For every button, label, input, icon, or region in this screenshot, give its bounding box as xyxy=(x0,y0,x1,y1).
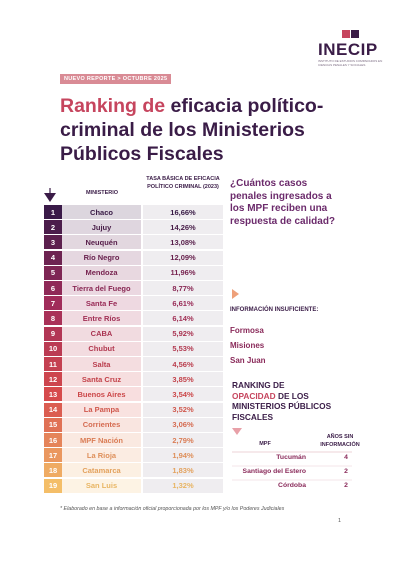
ministry: San Luis xyxy=(62,478,141,493)
rank: 9 xyxy=(44,326,62,341)
ministry: Santa Cruz xyxy=(62,372,141,387)
ministry: Mendoza xyxy=(62,265,141,280)
rank: 16 xyxy=(44,433,62,447)
rate: 3,54% xyxy=(143,387,223,402)
footnote: * Elaborado en base a información oficia… xyxy=(60,506,285,512)
rank: 17 xyxy=(44,448,62,463)
title-rest: eficacia político-criminal de los Minist… xyxy=(60,95,324,165)
rate: 11,96% xyxy=(143,265,223,280)
ministry: Chubut xyxy=(62,341,141,356)
question: ¿Cuántos casos penales ingresados a los … xyxy=(230,178,336,227)
rate: 4,56% xyxy=(143,357,223,371)
years: 2 xyxy=(344,468,348,475)
rate: 3,85% xyxy=(143,372,223,387)
title-highlight: Ranking de xyxy=(60,95,166,117)
triangle xyxy=(232,289,239,299)
ministry: La Pampa xyxy=(62,402,141,417)
insufficient-item: San Juan xyxy=(230,356,266,365)
ministry: Jujuy xyxy=(62,220,141,235)
column-header: AÑOS SIN INFORMACIÓN xyxy=(320,434,360,448)
years: 4 xyxy=(344,454,348,461)
logo: INECIP xyxy=(318,40,378,59)
opacity-title-highlight: OPACIDAD xyxy=(232,390,276,401)
tag: NUEVO REPORTE > OCTUBRE 2025 xyxy=(60,74,172,84)
rate: 1,32% xyxy=(143,478,223,493)
insufficient-item: Formosa xyxy=(230,326,264,335)
opacity-title-part: RANKING DE xyxy=(232,380,285,390)
logo-mark xyxy=(351,30,359,38)
rank: 11 xyxy=(44,357,62,371)
rate: 14,26% xyxy=(143,220,223,235)
insufficient-item: Misiones xyxy=(230,341,265,350)
rank: 13 xyxy=(44,387,62,402)
rank: 7 xyxy=(44,296,62,311)
ministry: Chaco xyxy=(62,205,141,219)
rate: 2,79% xyxy=(143,433,223,447)
rank: 2 xyxy=(44,220,62,235)
logo-mark xyxy=(342,30,350,38)
rate: 1,83% xyxy=(143,463,223,478)
opacity-title: RANKING DE OPACIDAD DE LOS MINISTERIOS PÚ… xyxy=(232,380,352,422)
rate: 6,14% xyxy=(143,311,223,326)
rank: 14 xyxy=(44,402,62,417)
rank: 15 xyxy=(44,417,62,432)
arrow xyxy=(44,193,56,202)
title: Ranking de eficacia político-criminal de… xyxy=(60,94,340,166)
rank: 4 xyxy=(44,250,62,265)
ministry: Corrientes xyxy=(62,417,141,432)
rate: 5,92% xyxy=(143,326,223,341)
ministry: Tierra del Fuego xyxy=(62,281,141,295)
years: 2 xyxy=(344,482,348,489)
ministry: CABA xyxy=(62,326,141,341)
insufficient-label: INFORMACIÓN INSUFICIENTE: xyxy=(230,307,319,313)
ministry: MPF Nación xyxy=(62,433,141,447)
rank: 3 xyxy=(44,235,62,250)
rate: 1,94% xyxy=(143,448,223,463)
rate: 16,66% xyxy=(143,205,223,219)
ministry: Salta xyxy=(62,357,141,371)
ministry: La Rioja xyxy=(62,448,141,463)
rank: 8 xyxy=(44,311,62,326)
mpf: Tucumán xyxy=(276,454,306,461)
logo-subtitle: INSTITUTO DE ESTUDIOS COMPARADOS EN CIEN… xyxy=(318,59,383,67)
rank: 19 xyxy=(44,478,62,493)
rank: 1 xyxy=(44,205,62,219)
rate: 3,52% xyxy=(143,402,223,417)
rate: 13,08% xyxy=(143,235,223,250)
ministry: Santa Fe xyxy=(62,296,141,311)
ministry: Río Negro xyxy=(62,250,141,265)
rate: 6,61% xyxy=(143,296,223,311)
mpf: Córdoba xyxy=(278,482,306,489)
mpf: Santiago del Estero xyxy=(242,468,306,475)
rank: 6 xyxy=(44,281,62,295)
page-number: 1 xyxy=(338,518,342,524)
ministry: Catamarca xyxy=(62,463,141,478)
rank: 12 xyxy=(44,372,62,387)
opacity-title-part: DE LOS MINISTERIOS PÚBLICOS FISCALES xyxy=(232,390,332,422)
rate: 3,06% xyxy=(143,417,223,432)
column-header: MINISTERIO xyxy=(85,190,119,196)
rate: 8,77% xyxy=(143,281,223,295)
ministry: Neuquén xyxy=(62,235,141,250)
column-header: TASA BÁSICA DE EFICACIA POLÍTICO CRIMINA… xyxy=(146,176,220,190)
ministry: Entre Ríos xyxy=(62,311,141,326)
rate: 5,53% xyxy=(143,341,223,356)
rate: 12,09% xyxy=(143,250,223,265)
rank: 5 xyxy=(44,265,62,280)
ministry: Buenos Aires xyxy=(62,387,141,402)
rank: 18 xyxy=(44,463,62,478)
column-header: MPF xyxy=(259,441,271,447)
triangle xyxy=(232,428,242,435)
rank: 10 xyxy=(44,341,62,356)
